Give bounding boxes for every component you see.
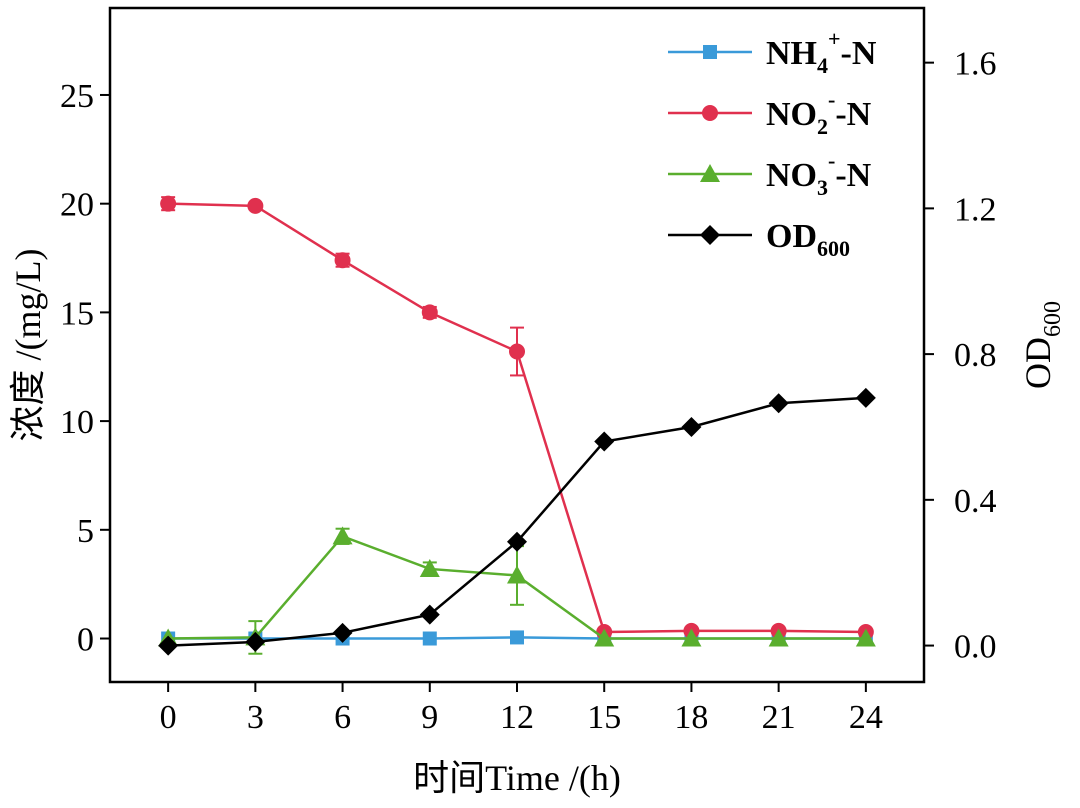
data-point bbox=[510, 630, 524, 645]
x-tick-label: 12 bbox=[500, 699, 534, 736]
legend-label-sup: + bbox=[828, 26, 841, 51]
y2-tick-label: 0.4 bbox=[954, 483, 997, 520]
y2-tick-label: 1.2 bbox=[954, 191, 997, 228]
legend-label-tail: -N bbox=[835, 157, 871, 194]
x-tick-label: 0 bbox=[160, 699, 177, 736]
data-point bbox=[855, 628, 876, 647]
x-tick-label: 9 bbox=[421, 699, 438, 736]
data-point bbox=[158, 635, 179, 656]
y2-tick-label: 0.8 bbox=[954, 337, 997, 374]
data-point bbox=[768, 628, 789, 647]
y2-tick-label: 1.6 bbox=[954, 46, 997, 83]
legend-label: NH4+-N bbox=[766, 26, 877, 78]
data-point bbox=[245, 631, 266, 652]
legend-label: NO3--N bbox=[766, 148, 872, 200]
legend-entry: NH4+-N bbox=[668, 26, 877, 78]
series-layer bbox=[158, 195, 876, 656]
series-3 bbox=[158, 387, 876, 656]
data-point bbox=[681, 416, 702, 437]
y-tick-label: 10 bbox=[60, 404, 94, 441]
legend-label: OD600 bbox=[766, 218, 850, 261]
legend-label-base: OD bbox=[766, 218, 817, 255]
data-point bbox=[332, 622, 353, 643]
data-point bbox=[594, 431, 615, 452]
legend-marker bbox=[703, 45, 717, 59]
legend-label-base: NO bbox=[766, 96, 817, 133]
series-line bbox=[168, 396, 866, 647]
x-axis-title: 时间Time /(h) bbox=[413, 758, 621, 798]
y2-axis-title-base: OD bbox=[1018, 337, 1058, 389]
data-point bbox=[332, 526, 353, 545]
y-tick-label: 5 bbox=[77, 513, 94, 550]
data-point bbox=[421, 304, 438, 321]
legend-label-sub: 3 bbox=[817, 175, 828, 200]
legend-label-tail: -N bbox=[835, 96, 871, 133]
x-tick-label: 15 bbox=[587, 699, 621, 736]
y-tick-label: 20 bbox=[60, 187, 94, 224]
y-tick-label: 15 bbox=[60, 295, 94, 332]
y-tick-label: 25 bbox=[60, 78, 94, 115]
legend-entry: OD600 bbox=[668, 218, 850, 261]
data-point bbox=[681, 628, 702, 647]
data-point bbox=[594, 628, 615, 647]
data-point bbox=[334, 252, 351, 269]
legend-label-sub: 600 bbox=[817, 236, 850, 261]
legend-label-sub: 4 bbox=[817, 53, 828, 78]
legend-label-base: NH bbox=[766, 35, 817, 72]
legend-marker bbox=[700, 164, 720, 182]
data-point bbox=[247, 197, 264, 214]
data-point bbox=[768, 393, 789, 414]
y-tick-label: 0 bbox=[77, 622, 94, 659]
x-tick-label: 3 bbox=[247, 699, 264, 736]
y-axis-title: 浓度 /(mg/L) bbox=[8, 249, 48, 442]
data-point bbox=[419, 604, 440, 625]
data-point bbox=[422, 631, 437, 646]
legend-label: NO2--N bbox=[766, 87, 872, 139]
legend-entry: NO3--N bbox=[668, 148, 872, 200]
y2-axis-title-sub: 600 bbox=[1040, 301, 1066, 337]
legend-label-base: NO bbox=[766, 157, 817, 194]
data-point bbox=[509, 343, 525, 360]
data-point bbox=[160, 195, 177, 212]
data-point bbox=[507, 565, 527, 584]
x-tick-label: 21 bbox=[762, 699, 796, 736]
legend-label-sup: - bbox=[828, 87, 835, 112]
y2-axis-title: OD600 bbox=[1018, 301, 1066, 389]
data-point bbox=[855, 387, 876, 408]
legend-label-tail: -N bbox=[841, 35, 877, 72]
legend-label-sub: 2 bbox=[817, 114, 828, 139]
legend-marker bbox=[702, 105, 718, 121]
x-tick-label: 24 bbox=[849, 699, 883, 736]
x-tick-label: 6 bbox=[334, 699, 351, 736]
data-point bbox=[507, 531, 527, 552]
legend-label-sup: - bbox=[828, 148, 835, 173]
y2-tick-label: 0.0 bbox=[954, 629, 997, 666]
legend-entry: NO2--N bbox=[668, 87, 872, 139]
data-point bbox=[419, 558, 440, 577]
legend-marker bbox=[700, 225, 720, 245]
x-tick-label: 18 bbox=[674, 699, 708, 736]
